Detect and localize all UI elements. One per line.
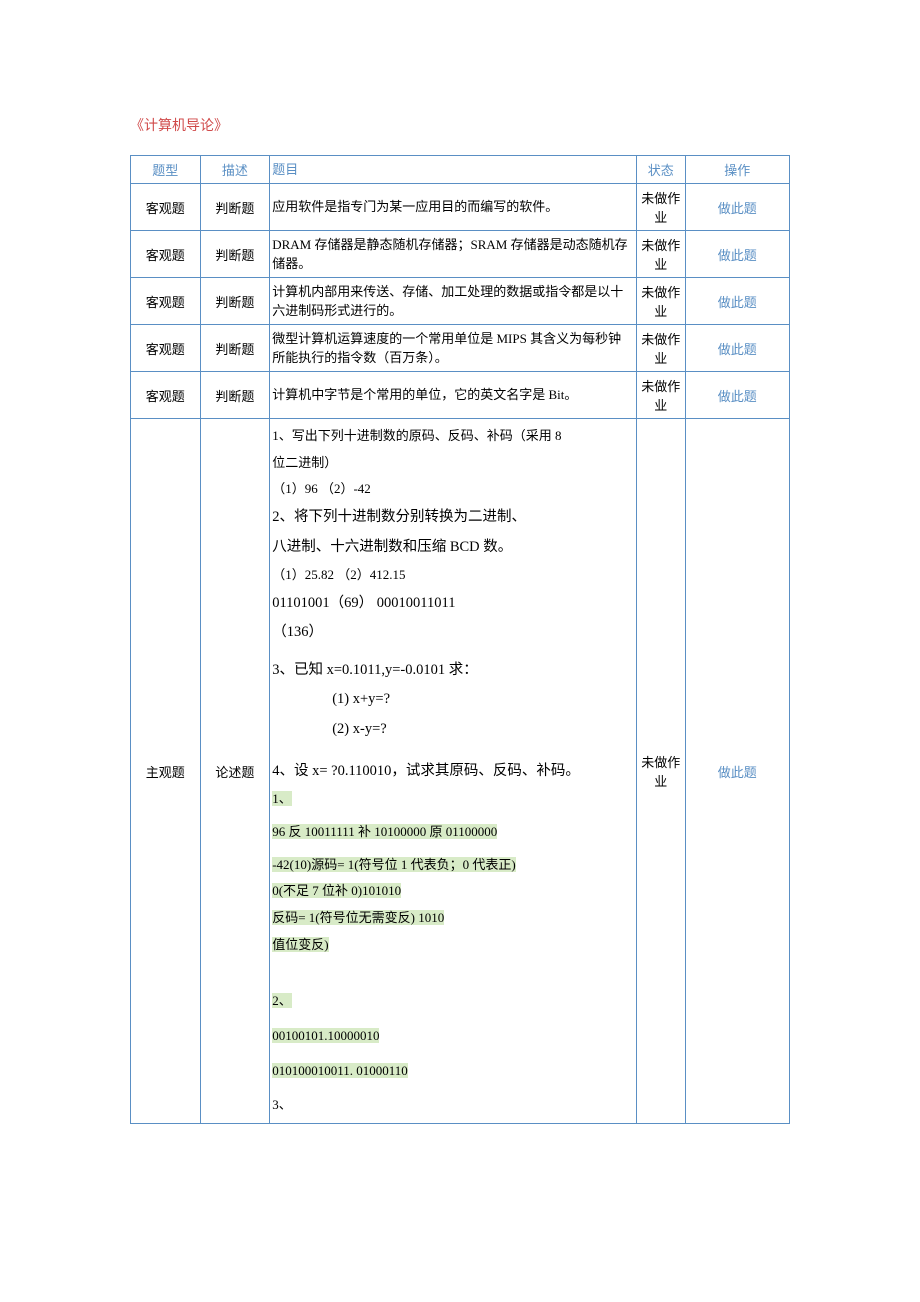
essay-answer-line: 0(不足 7 位补 0)101010 [272,883,401,898]
table-row: 客观题 判断题 应用软件是指专门为某一应用目的而编写的软件。 未做作业 做此题 [131,184,790,231]
spacer [272,746,634,756]
table-row: 客观题 判断题 计算机中字节是个常用的单位，它的英文名字是 Bit。 未做作业 … [131,372,790,419]
essay-line: （136） [272,619,634,647]
essay-line: 2、将下列十进制数分别转换为二进制、 [272,504,634,532]
cell-desc: 判断题 [200,278,270,325]
table-row: 客观题 判断题 微型计算机运算速度的一个常用单位是 MIPS 其含义为每秒钟所能… [131,325,790,372]
header-action: 操作 [685,156,789,184]
cell-question: 应用软件是指专门为某一应用目的而编写的软件。 [270,184,637,231]
essay-line: 1、写出下列十进制数的原码、反码、补码（采用 8 [272,424,634,449]
header-status: 状态 [636,156,685,184]
cell-status: 未做作业 [636,278,685,325]
cell-question: DRAM 存储器是静态随机存储器；SRAM 存储器是动态随机存储器。 [270,231,637,278]
essay-answer-line: 反码= 1(符号位无需变反) 1010 [272,910,444,925]
cell-desc: 判断题 [200,231,270,278]
table-header-row: 题型 描述 题目 状态 操作 [131,156,790,184]
essay-line: (2) x-y=? [272,716,634,744]
essay-answer-label: 2、 [272,993,292,1008]
cell-question: 微型计算机运算速度的一个常用单位是 MIPS 其含义为每秒钟所能执行的指令数（百… [270,325,637,372]
spacer [272,959,634,987]
cell-status: 未做作业 [636,325,685,372]
spacer [272,1051,634,1057]
do-question-link[interactable]: 做此题 [718,342,757,357]
essay-line: （1）96 （2）-42 [272,477,634,502]
spacer [272,1016,634,1022]
do-question-link[interactable]: 做此题 [718,248,757,263]
essay-line: 4、设 x= ?0.110010，试求其原码、反码、补码。 [272,758,634,786]
cell-status: 未做作业 [636,184,685,231]
cell-type: 客观题 [131,231,201,278]
do-question-link[interactable]: 做此题 [718,389,757,404]
spacer [272,847,634,851]
essay-answer-label: 1、 [272,791,292,806]
cell-desc: 判断题 [200,325,270,372]
cell-desc: 判断题 [200,184,270,231]
essay-line: 位二进制） [272,451,634,476]
essay-line: 01101001（69） 00010011011 [272,590,634,618]
table-row: 客观题 判断题 计算机内部用来传送、存储、加工处理的数据或指令都是以十六进制码形… [131,278,790,325]
cell-type: 主观题 [131,419,201,1124]
cell-desc: 论述题 [200,419,270,1124]
page-title: 《计算机导论》 [130,115,790,135]
essay-answer-line: 010100010011. 01000110 [272,1063,408,1078]
essay-line: 八进制、十六进制数和压缩 BCD 数。 [272,534,634,562]
table-row: 客观题 判断题 DRAM 存储器是静态随机存储器；SRAM 存储器是动态随机存储… [131,231,790,278]
cell-type: 客观题 [131,372,201,419]
spacer [272,649,634,655]
essay-answer-line: 96 反 10011111 补 10100000 原 01100000 [272,824,497,839]
assignment-table: 题型 描述 题目 状态 操作 客观题 判断题 应用软件是指专门为某一应用目的而编… [130,155,790,1124]
do-question-link[interactable]: 做此题 [718,765,757,780]
cell-type: 客观题 [131,325,201,372]
header-type: 题型 [131,156,201,184]
essay-answer-line: 00100101.10000010 [272,1028,379,1043]
spacer [272,814,634,818]
essay-line: （1）25.82 （2）412.15 [272,563,634,588]
cell-essay-question: 1、写出下列十进制数的原码、反码、补码（采用 8 位二进制） （1）96 （2）… [270,419,637,1124]
essay-answer-line: -42(10)源码= 1(符号位 1 代表负；0 代表正) [272,857,515,872]
do-question-link[interactable]: 做此题 [718,295,757,310]
essay-answer-label: 3、 [272,1093,634,1118]
cell-desc: 判断题 [200,372,270,419]
spacer [272,1085,634,1091]
header-desc: 描述 [200,156,270,184]
cell-type: 客观题 [131,184,201,231]
essay-line: 3、已知 x=0.1011,y=-0.0101 求： [272,657,634,685]
cell-status: 未做作业 [636,419,685,1124]
cell-type: 客观题 [131,278,201,325]
cell-question: 计算机中字节是个常用的单位，它的英文名字是 Bit。 [270,372,637,419]
table-row-essay: 主观题 论述题 1、写出下列十进制数的原码、反码、补码（采用 8 位二进制） （… [131,419,790,1124]
cell-question: 计算机内部用来传送、存储、加工处理的数据或指令都是以十六进制码形式进行的。 [270,278,637,325]
cell-status: 未做作业 [636,372,685,419]
do-question-link[interactable]: 做此题 [718,201,757,216]
cell-status: 未做作业 [636,231,685,278]
header-question: 题目 [270,156,637,184]
essay-line: (1) x+y=? [272,686,634,714]
essay-answer-line: 值位变反) [272,937,328,952]
